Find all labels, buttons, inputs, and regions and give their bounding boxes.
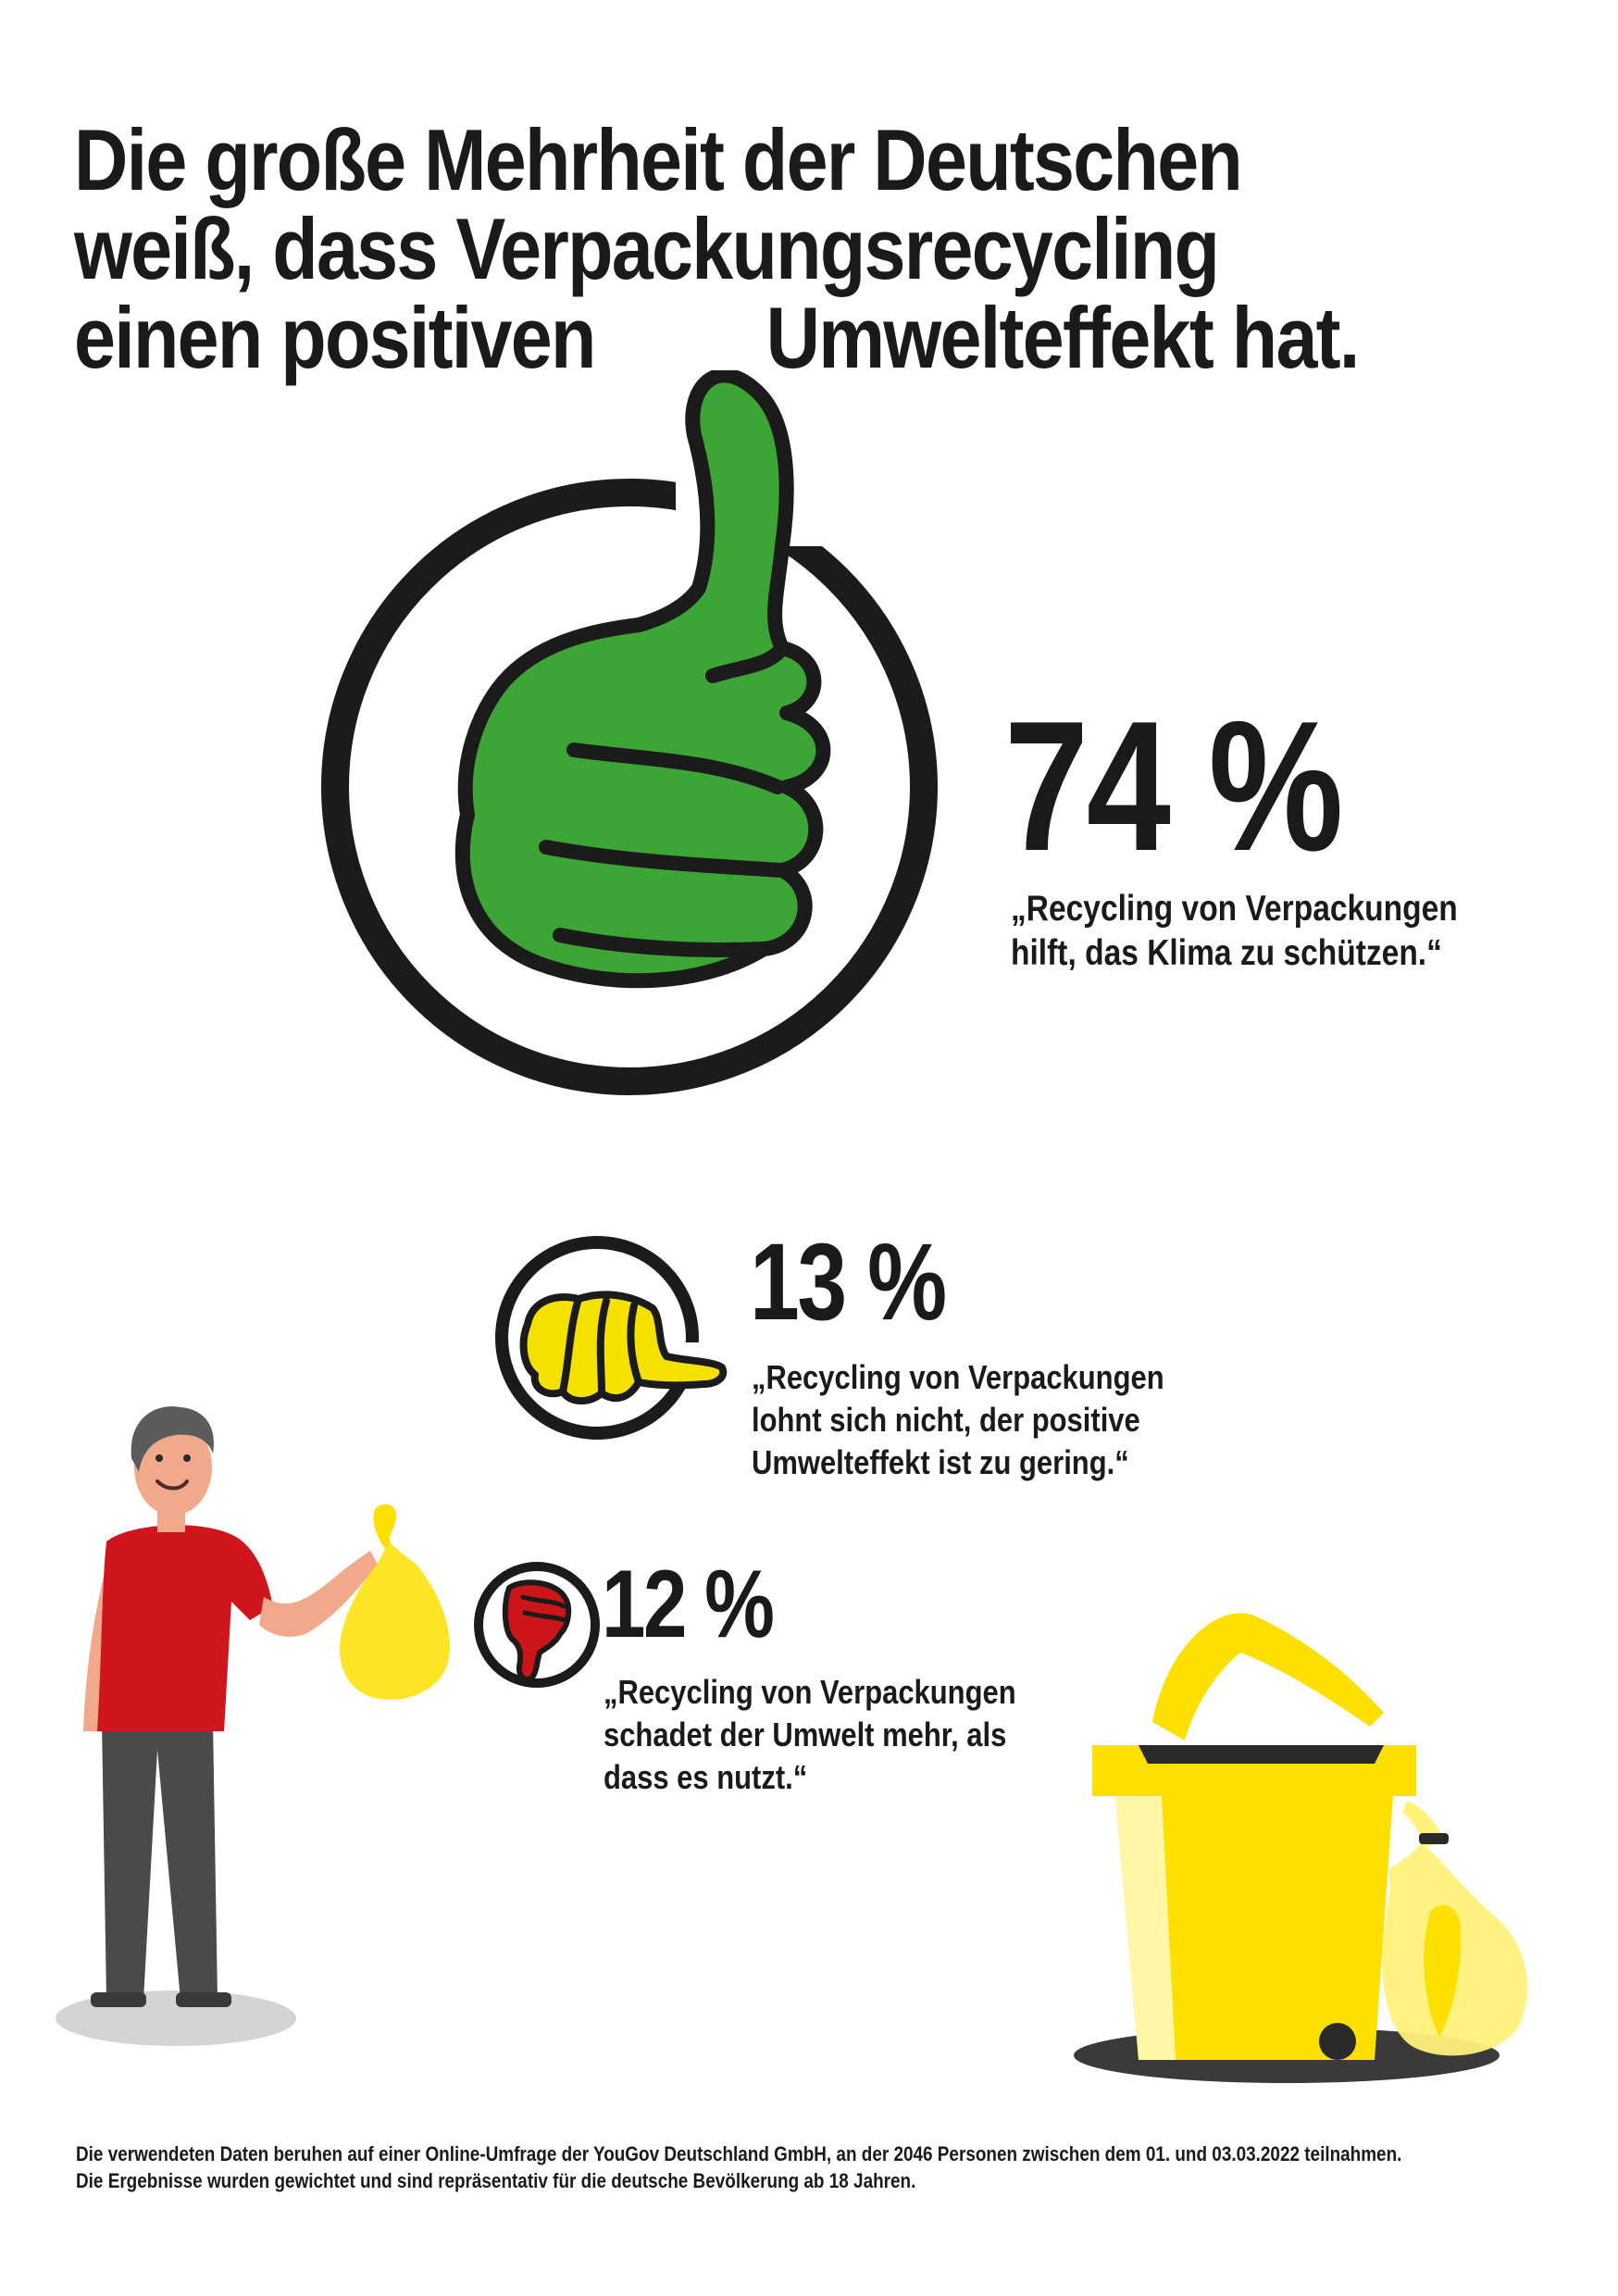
- yellow-bin-illustration: [1074, 1613, 1528, 2083]
- quote-12-line-3: dass es nutzt.“: [604, 1758, 808, 1796]
- quote-12-line-2: schadet der Umwelt mehr, als: [604, 1716, 1007, 1753]
- footnote-line-1: Die verwendeten Daten beruhen auf einer …: [76, 2142, 1402, 2165]
- percent-74-label: 74 %: [1004, 683, 1343, 890]
- thumbs-down-icon: [474, 1562, 600, 1688]
- quote-13-line-2: lohnt sich nicht, der positive: [752, 1401, 1140, 1439]
- quote-13: „Recycling von Verpackungen lohnt sich n…: [752, 1356, 1164, 1484]
- quote-12-line-1: „Recycling von Verpackungen: [604, 1673, 1016, 1711]
- footnote-line-2: Die Ergebnisse wurden gewichtet und sind…: [76, 2169, 916, 2192]
- quote-13-line-1: „Recycling von Verpackungen: [752, 1358, 1164, 1396]
- thumbs-sideways-icon: [495, 1236, 728, 1440]
- headline-line-3-part-2: Umwelteffekt hat.: [765, 289, 1361, 386]
- quote-74: „Recycling von Verpackungen hilft, das K…: [1011, 887, 1458, 976]
- headline-line-2: weiß, dass Verpackungsrecycling: [74, 200, 1220, 297]
- footnote: Die verwendeten Daten beruhen auf einer …: [76, 2140, 1401, 2194]
- headline: Die große Mehrheit der Deutschen weiß, d…: [74, 116, 1363, 382]
- quote-12: „Recycling von Verpackungen schadet der …: [604, 1671, 1016, 1799]
- quote-74-line-1: „Recycling von Verpackungen: [1011, 889, 1458, 929]
- headline-line-3: einen positiven Umwelteffekt hat.: [74, 293, 1363, 382]
- percent-13-label: 13 %: [750, 1221, 947, 1343]
- quote-13-line-3: Umwelteffekt ist zu gering.“: [752, 1443, 1129, 1481]
- headline-line-3-part-1: einen positiven: [74, 289, 596, 386]
- quote-74-line-2: hilft, das Klima zu schützen.“: [1011, 933, 1442, 973]
- person-with-bag-illustration: [56, 1406, 450, 2046]
- headline-line-1: Die große Mehrheit der Deutschen: [74, 111, 1243, 208]
- percent-12-label: 12 %: [602, 1551, 775, 1658]
- thumbs-up-icon: [321, 370, 938, 1095]
